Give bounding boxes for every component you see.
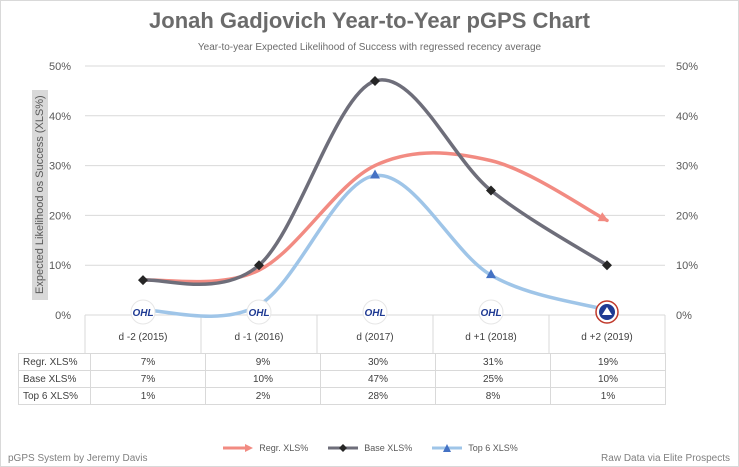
- ohl-logo-bg: [478, 299, 504, 325]
- series-line-top6: [141, 173, 609, 318]
- data-point-top6: [370, 169, 380, 179]
- table-row: Base XLS% 7% 10% 47% 25% 10%: [18, 370, 666, 388]
- data-point-base: [602, 260, 612, 271]
- ohl-logo-text: OHL: [248, 308, 269, 319]
- table-cell: 1%: [90, 387, 206, 405]
- footer-credit: pGPS System by Jeremy Davis: [8, 453, 148, 464]
- data-point-base: [370, 75, 380, 86]
- table-row-header: Regr. XLS%: [18, 353, 91, 371]
- y-tick-label-left: 0%: [55, 310, 71, 322]
- table-cell: 1%: [550, 387, 666, 405]
- y-tick-label-left: 40%: [49, 111, 71, 123]
- table-cell: 19%: [550, 353, 666, 371]
- legend-base-label: Base XLS%: [364, 443, 413, 453]
- y-tick-label-left: 30%: [49, 161, 71, 173]
- table-cell: 10%: [205, 370, 321, 388]
- y-tick-label-right: 10%: [676, 260, 698, 272]
- y-tick-label-left: 10%: [49, 260, 71, 272]
- data-point-base: [254, 260, 264, 271]
- series-line-base: [141, 78, 609, 286]
- table-cell: 30%: [320, 353, 436, 371]
- ahl-logo-mark: [602, 307, 612, 315]
- y-tick-label-left: 50%: [49, 61, 71, 73]
- ohl-logo-bg: [130, 299, 156, 325]
- y-tick-label-right: 20%: [676, 210, 698, 222]
- table-row-header: Base XLS%: [18, 370, 91, 388]
- legend-top6-label: Top 6 XLS%: [468, 443, 518, 453]
- legend-regr-label: Regr. XLS%: [259, 443, 309, 453]
- data-point-top6: [486, 269, 496, 279]
- league-logo-icon: OHL: [478, 299, 504, 325]
- data-table: Regr. XLS% 7% 9% 30% 31% 19% Base XLS% 7% 10% 47%…: [18, 353, 666, 405]
- legend-base-swatch: [328, 444, 359, 452]
- table-cell: 2%: [205, 387, 321, 405]
- x-tick-label: d -1 (2016): [235, 332, 284, 343]
- table-cell: 10%: [550, 370, 666, 388]
- league-logo-icon: [595, 300, 619, 324]
- table-cell: 25%: [435, 370, 551, 388]
- table-cell: 28%: [320, 387, 436, 405]
- ohl-logo-text: OHL: [480, 308, 501, 319]
- x-tick-label: d -2 (2015): [119, 332, 168, 343]
- y-tick-label-right: 50%: [676, 61, 698, 73]
- ohl-logo-text: OHL: [364, 308, 385, 319]
- ohl-logo-bg: [362, 299, 388, 325]
- y-tick-label-left: 20%: [49, 210, 71, 222]
- footer-source: Raw Data via Elite Prospects: [601, 453, 730, 464]
- y-tick-label-right: 40%: [676, 111, 698, 123]
- series-line-regr: [141, 151, 609, 284]
- chart-title: Jonah Gadjovich Year-to-Year pGPS Chart: [149, 8, 590, 33]
- x-tick-label: d (2017): [356, 332, 393, 343]
- x-tick-label: d +1 (2018): [465, 332, 516, 343]
- table-cell: 8%: [435, 387, 551, 405]
- plot-area: 0% 0% 10% 10% 20% 20% 30% 30% 40% 40% 50% 50% d -2 (…: [49, 61, 698, 353]
- table-row-header: Top 6 XLS%: [18, 387, 91, 405]
- data-point-base: [138, 275, 148, 286]
- table-cell: 7%: [90, 370, 206, 388]
- table-cell: 31%: [435, 353, 551, 371]
- table-cell: 47%: [320, 370, 436, 388]
- legend-item-base: Base XLS%: [326, 443, 412, 453]
- legend: Regr. XLS% Base XLS% Top 6 XLS%: [0, 443, 739, 453]
- table-row: Regr. XLS% 7% 9% 30% 31% 19%: [18, 353, 666, 371]
- data-point-base: [486, 185, 496, 196]
- legend-item-top6: Top 6 XLS%: [430, 443, 518, 453]
- table-cell: 7%: [90, 353, 206, 371]
- legend-top6-swatch: [432, 444, 463, 452]
- ohl-logo-text: OHL: [132, 308, 153, 319]
- table-cell: 9%: [205, 353, 321, 371]
- league-logo-icon: OHL: [246, 299, 272, 325]
- legend-item-regr: Regr. XLS%: [221, 443, 308, 453]
- x-tick-label: d +2 (2019): [581, 332, 632, 343]
- league-logo-icon: OHL: [130, 299, 156, 325]
- y-tick-label-right: 30%: [676, 161, 698, 173]
- chart-subtitle: Year-to-year Expected Likelihood of Succ…: [197, 42, 542, 53]
- league-logo-icon: OHL: [362, 299, 388, 325]
- data-point-regr-arrow: [597, 212, 609, 222]
- legend-regr-swatch: [223, 444, 254, 452]
- arrow-head: [597, 212, 609, 222]
- ohl-logo-bg: [246, 299, 272, 325]
- table-row: Top 6 XLS% 1% 2% 28% 8% 1%: [18, 387, 666, 405]
- y-tick-label-right: 0%: [676, 310, 692, 322]
